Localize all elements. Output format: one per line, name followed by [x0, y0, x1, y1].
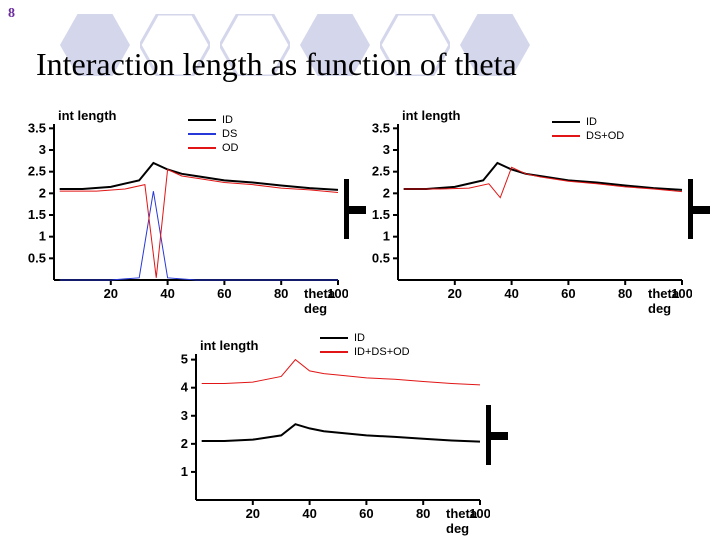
svg-text:1: 1	[39, 229, 46, 244]
page-title: Interaction length as function of theta	[36, 46, 517, 83]
svg-text:2: 2	[383, 185, 390, 200]
x-axis-label: theta deg	[446, 506, 490, 536]
svg-text:2: 2	[181, 436, 188, 451]
svg-text:60: 60	[561, 286, 575, 301]
svg-text:40: 40	[504, 286, 518, 301]
svg-text:80: 80	[618, 286, 632, 301]
svg-text:3: 3	[383, 142, 390, 157]
y-axis-label: int length	[58, 108, 117, 123]
bracket-icon	[482, 405, 508, 465]
svg-text:3: 3	[181, 408, 188, 423]
svg-text:40: 40	[160, 286, 174, 301]
legend: ID ID+DS+OD	[320, 332, 410, 360]
svg-text:2: 2	[39, 185, 46, 200]
svg-text:1.5: 1.5	[28, 207, 46, 222]
legend: ID DS OD	[188, 114, 239, 156]
svg-text:0.5: 0.5	[28, 250, 46, 265]
y-axis-label: int length	[200, 338, 259, 353]
chart-id-all: 1234520406080100int lengththeta degIDID+…	[150, 340, 490, 530]
svg-text:0.5: 0.5	[372, 250, 390, 265]
svg-text:1: 1	[383, 229, 390, 244]
bracket-icon	[684, 179, 710, 239]
legend-label: ID	[354, 332, 365, 344]
svg-text:1: 1	[181, 464, 188, 479]
svg-text:80: 80	[274, 286, 288, 301]
svg-text:3: 3	[39, 142, 46, 157]
svg-text:20: 20	[448, 286, 462, 301]
svg-text:2.5: 2.5	[372, 164, 390, 179]
svg-text:4: 4	[181, 380, 189, 395]
svg-text:60: 60	[359, 506, 373, 521]
legend: ID DS+OD	[552, 116, 624, 144]
x-axis-label: theta deg	[648, 286, 692, 316]
svg-text:5: 5	[181, 352, 188, 367]
svg-text:20: 20	[104, 286, 118, 301]
legend-label: DS	[222, 128, 237, 140]
svg-text:60: 60	[217, 286, 231, 301]
chart-id-dsod: 0.511.522.533.520406080100int lengththet…	[352, 110, 692, 310]
legend-label: ID	[586, 116, 597, 128]
svg-text:3.5: 3.5	[372, 120, 390, 135]
svg-text:20: 20	[246, 506, 260, 521]
legend-label: OD	[222, 142, 239, 154]
svg-text:2.5: 2.5	[28, 164, 46, 179]
svg-text:80: 80	[416, 506, 430, 521]
legend-label: ID+DS+OD	[354, 346, 410, 358]
chart-id-ds-od: 0.511.522.533.520406080100int lengththet…	[8, 110, 348, 310]
svg-text:40: 40	[302, 506, 316, 521]
page-number: 8	[8, 6, 15, 22]
x-axis-label: theta deg	[304, 286, 348, 316]
svg-text:1.5: 1.5	[372, 207, 390, 222]
legend-label: DS+OD	[586, 130, 624, 142]
y-axis-label: int length	[402, 108, 461, 123]
svg-text:3.5: 3.5	[28, 120, 46, 135]
legend-label: ID	[222, 114, 233, 126]
